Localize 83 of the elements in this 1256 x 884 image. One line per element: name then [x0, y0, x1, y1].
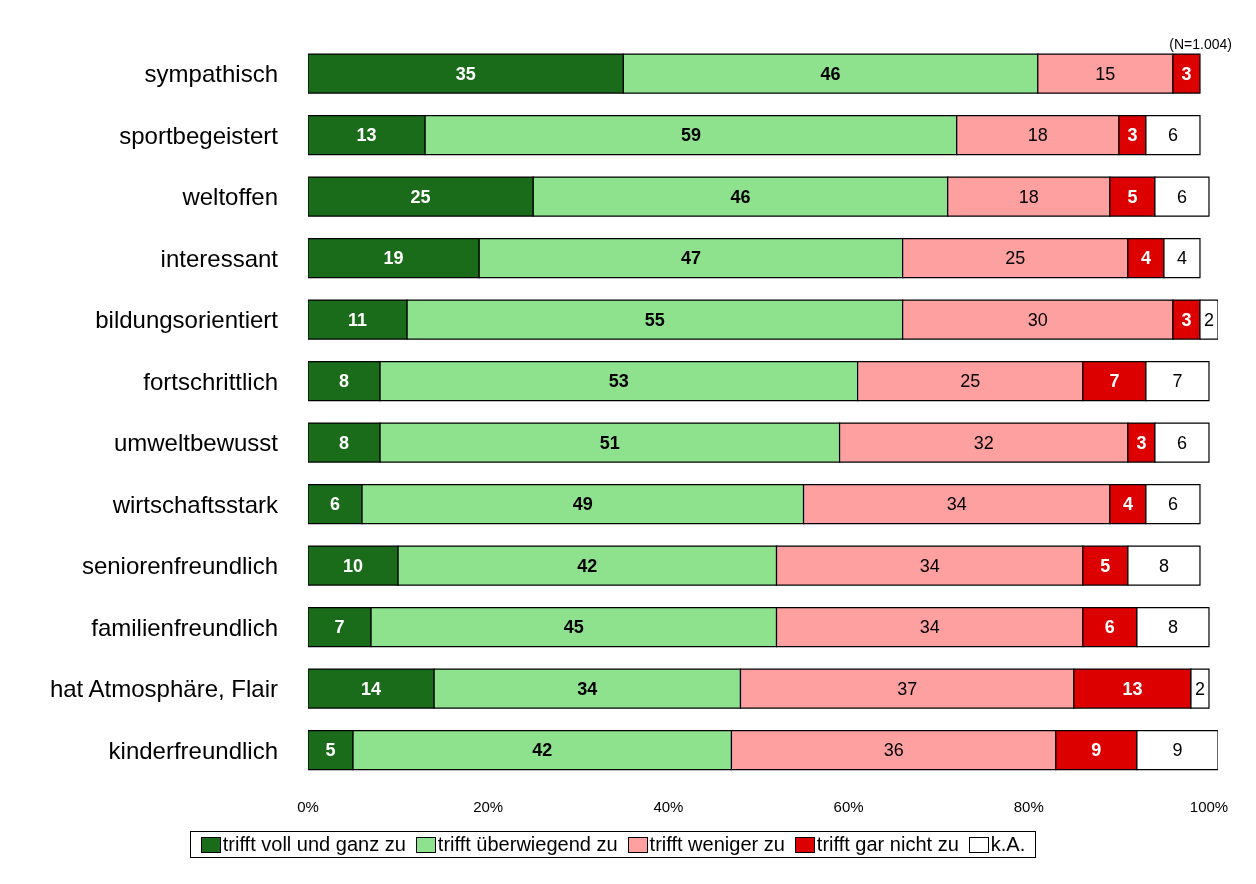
data-label: 53 [608, 371, 629, 392]
y-tick-label: wirtschaftsstark [111, 490, 279, 518]
data-label: 59 [680, 125, 701, 146]
data-label: 18 [1027, 125, 1048, 146]
data-label: 3 [1181, 309, 1192, 330]
data-label: 30 [1027, 309, 1048, 330]
legend-label: trifft weniger zu [649, 833, 785, 856]
data-label: 3 [1181, 63, 1192, 84]
data-label: 6 [1176, 432, 1187, 453]
data-label: 5 [1100, 555, 1111, 576]
data-label: 3 [1127, 125, 1138, 146]
x-tick-label: 40% [653, 797, 684, 815]
annotation: (N=1.004) [1169, 36, 1232, 52]
data-label: 35 [455, 63, 476, 84]
data-label: 8 [1158, 555, 1169, 576]
data-label: 11 [348, 309, 368, 330]
data-label: 34 [919, 555, 940, 576]
data-label: 9 [1172, 740, 1183, 761]
y-tick-label: weltoffen [181, 183, 278, 211]
data-label: 45 [563, 617, 584, 638]
data-label: 37 [897, 678, 918, 699]
data-label: 8 [1167, 617, 1178, 638]
data-label: 14 [361, 678, 382, 699]
data-label: 9 [1091, 740, 1102, 761]
data-label: 25 [1005, 248, 1026, 269]
x-tick-label: 60% [833, 797, 864, 815]
data-label: 7 [1109, 371, 1120, 392]
data-label: 6 [1104, 617, 1115, 638]
y-tick-label: familienfreundlich [91, 613, 278, 641]
data-label: 34 [946, 494, 967, 515]
data-label: 7 [334, 617, 345, 638]
data-label: 6 [330, 494, 341, 515]
data-label: 25 [960, 371, 981, 392]
x-tick-label: 20% [473, 797, 504, 815]
data-label: 5 [1127, 186, 1138, 207]
y-tick-label: sportbegeistert [119, 121, 279, 149]
data-label: 51 [599, 432, 620, 453]
data-label: 8 [339, 432, 350, 453]
x-tick-label: 0% [297, 797, 319, 815]
legend-label: trifft überwiegend zu [437, 833, 618, 856]
y-tick-label: fortschrittlich [143, 367, 278, 395]
data-label: 42 [577, 555, 598, 576]
data-label: 10 [343, 555, 364, 576]
x-tick-label: 80% [1013, 797, 1044, 815]
data-label: 49 [572, 494, 593, 515]
data-label: 8 [339, 371, 350, 392]
y-tick-label: sympathisch [144, 60, 278, 88]
data-label: 13 [356, 125, 377, 146]
legend-label: trifft gar nicht zu [816, 833, 959, 856]
data-label: 4 [1122, 494, 1133, 515]
data-label: 19 [383, 248, 404, 269]
y-tick-label: interessant [160, 244, 279, 272]
data-label: 3 [1136, 432, 1147, 453]
data-label: 42 [532, 740, 553, 761]
data-label: 46 [820, 63, 841, 84]
data-label: 2 [1203, 309, 1214, 330]
y-tick-label: seniorenfreundlich [81, 552, 278, 580]
data-label: 34 [919, 617, 940, 638]
data-label: 2 [1194, 678, 1205, 699]
data-label: 55 [644, 309, 665, 330]
data-label: 5 [325, 740, 336, 761]
y-tick-label: bildungsorientiert [95, 306, 279, 334]
data-label: 18 [1018, 186, 1039, 207]
data-label: 25 [410, 186, 431, 207]
data-label: 34 [577, 678, 598, 699]
data-label: 7 [1172, 371, 1183, 392]
data-label: 15 [1095, 63, 1116, 84]
data-label: 36 [883, 740, 904, 761]
x-tick-label: 100% [1189, 797, 1229, 815]
data-label: 6 [1167, 494, 1178, 515]
data-label: 13 [1122, 678, 1143, 699]
legend-label: trifft voll und ganz zu [222, 833, 406, 856]
y-tick-label: hat Atmosphäre, Flair [49, 675, 278, 703]
data-label: 4 [1140, 248, 1151, 269]
data-label: 46 [730, 186, 751, 207]
data-label: 6 [1176, 186, 1187, 207]
data-label: 32 [973, 432, 994, 453]
data-label: 47 [680, 248, 701, 269]
data-label: 6 [1167, 125, 1178, 146]
y-tick-label: umweltbewusst [113, 429, 279, 457]
data-label: 4 [1176, 248, 1187, 269]
y-tick-label: kinderfreundlich [108, 736, 278, 764]
legend-label: k.A. [990, 833, 1026, 856]
